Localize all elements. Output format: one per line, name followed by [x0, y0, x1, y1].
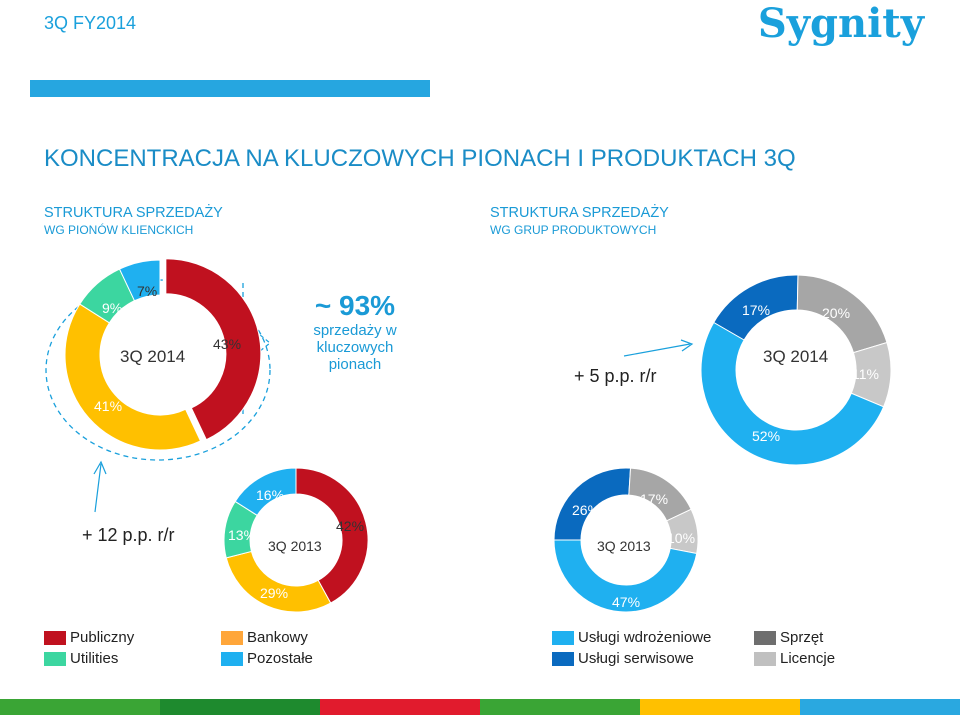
legend-item-pozostale: Pozostałe: [221, 650, 313, 667]
legend-item-licencje: Licencje: [754, 650, 835, 667]
footer-stripe-segment: [320, 699, 480, 715]
dashed-enclosure-left: [45, 279, 271, 461]
callout-text-3: pionach: [328, 356, 382, 373]
legend-item-wdrozeniowe: Usługi wdrożeniowe: [552, 629, 711, 646]
legend-label: Usługi serwisowe: [578, 650, 694, 667]
chart2-slice-bankowy: [225, 550, 332, 613]
legend-label: Utilities: [70, 650, 119, 667]
legend-swatch: [221, 630, 243, 645]
legend-label: Usługi wdrożeniowe: [578, 629, 712, 646]
chart2-slice-publiczny: [295, 467, 369, 604]
legend-item-bankowy: Bankowy: [221, 629, 308, 646]
legend-swatch: [44, 630, 66, 645]
chart2-label-publiczny: 42%: [336, 518, 365, 534]
legend-swatch: [754, 651, 776, 666]
chart3-slice-usługi-wdrożeniowe: [700, 321, 885, 466]
right-section-subtitle: WG GRUP PRODUKTOWYCH: [490, 223, 657, 237]
legend-item-serwisowe: Usługi serwisowe: [552, 650, 694, 667]
chart2-label-pozostale: 16%: [256, 487, 285, 503]
arrow-up: [94, 463, 102, 513]
sygnity-logo: Sygnity: [757, 0, 924, 47]
callout-value: ~ 93%: [314, 290, 396, 321]
chart1-label-publiczny: 43%: [213, 336, 242, 352]
legend-item-utilities: Utilities: [44, 650, 118, 667]
chart2-label-utilities: 13%: [228, 527, 257, 543]
arrow-up-head: [93, 460, 107, 475]
legend-item-publiczny: Publiczny: [44, 629, 134, 646]
callout-text-1: sprzedaży w: [313, 322, 397, 339]
left-section-subtitle: WG PIONÓW KLIENCKICH: [44, 223, 194, 237]
footer-stripe-segment: [480, 699, 640, 715]
period-label: 3Q FY2014: [44, 13, 137, 33]
header-accent-bar: [30, 80, 430, 97]
right-section-title: STRUKTURA SPRZEDAŻY: [490, 205, 669, 221]
legend-label: Pozostałe: [247, 650, 313, 667]
chart1-slice-bankowy: [64, 303, 202, 451]
chart1-label-pozostale: 7%: [137, 283, 158, 299]
chart3-label-serwisowe: 17%: [742, 302, 771, 318]
chart3-label-licencje: 11%: [852, 366, 879, 382]
legend-swatch: [552, 651, 574, 666]
chart4-label-wdrozeniowe: 47%: [612, 594, 641, 610]
key-divisions-callout: ~ 93% sprzedaży w kluczowych pionach: [290, 290, 420, 373]
left-section-title: STRUKTURA SPRZEDAŻY: [44, 205, 223, 221]
legend-swatch: [221, 651, 243, 666]
chart4-label-sprzet: 17%: [640, 491, 669, 507]
chart2-label-bankowy: 29%: [260, 585, 289, 601]
chart1-label-bankowy: 41%: [94, 398, 123, 414]
legend-label: Bankowy: [247, 629, 308, 646]
arrow-right-head: [680, 339, 694, 352]
footer-stripe-segment: [0, 699, 160, 715]
chart3-label-sprzet: 20%: [822, 305, 851, 321]
chart4-label-serwisowe: 26%: [572, 502, 601, 518]
chart3-label-wdrozeniowe: 52%: [752, 428, 781, 444]
change-left-label: + 12 p.p. r/r: [82, 525, 175, 545]
chart1-label-utilities: 9%: [102, 300, 123, 316]
chart4-label-licencje: 10%: [667, 530, 696, 546]
arrow-right: [623, 343, 691, 357]
page-title: KONCENTRACJA NA KLUCZOWYCH PIONACH I PRO…: [44, 145, 796, 172]
footer-stripe-segment: [640, 699, 800, 715]
footer-stripe-segment: [160, 699, 320, 715]
legend-label: Sprzęt: [780, 629, 824, 646]
chart1-center-title: 3Q 2014: [120, 347, 186, 366]
change-right-label: + 5 p.p. r/r: [574, 366, 657, 386]
chart2-center-title: 3Q 2013: [268, 538, 322, 554]
legend-item-sprzet: Sprzęt: [754, 629, 823, 646]
legend-label: Publiczny: [70, 629, 135, 646]
legend-swatch: [44, 651, 66, 666]
chart4-center-title: 3Q 2013: [597, 538, 651, 554]
callout-text-2: kluczowych: [316, 339, 394, 356]
chart1-slice-pozostałe: [118, 259, 161, 302]
legend-swatch: [552, 630, 574, 645]
legend-label: Licencje: [780, 650, 836, 667]
legend-swatch: [754, 630, 776, 645]
footer-stripe-segment: [800, 699, 960, 715]
chart1-slice-publiczny: [165, 258, 262, 441]
chart2-slice-pozostałe: [234, 467, 297, 517]
chart4-slice-usługi-wdrożeniowe: [553, 539, 698, 613]
chart3-center-title: 3Q 2014: [763, 347, 829, 366]
